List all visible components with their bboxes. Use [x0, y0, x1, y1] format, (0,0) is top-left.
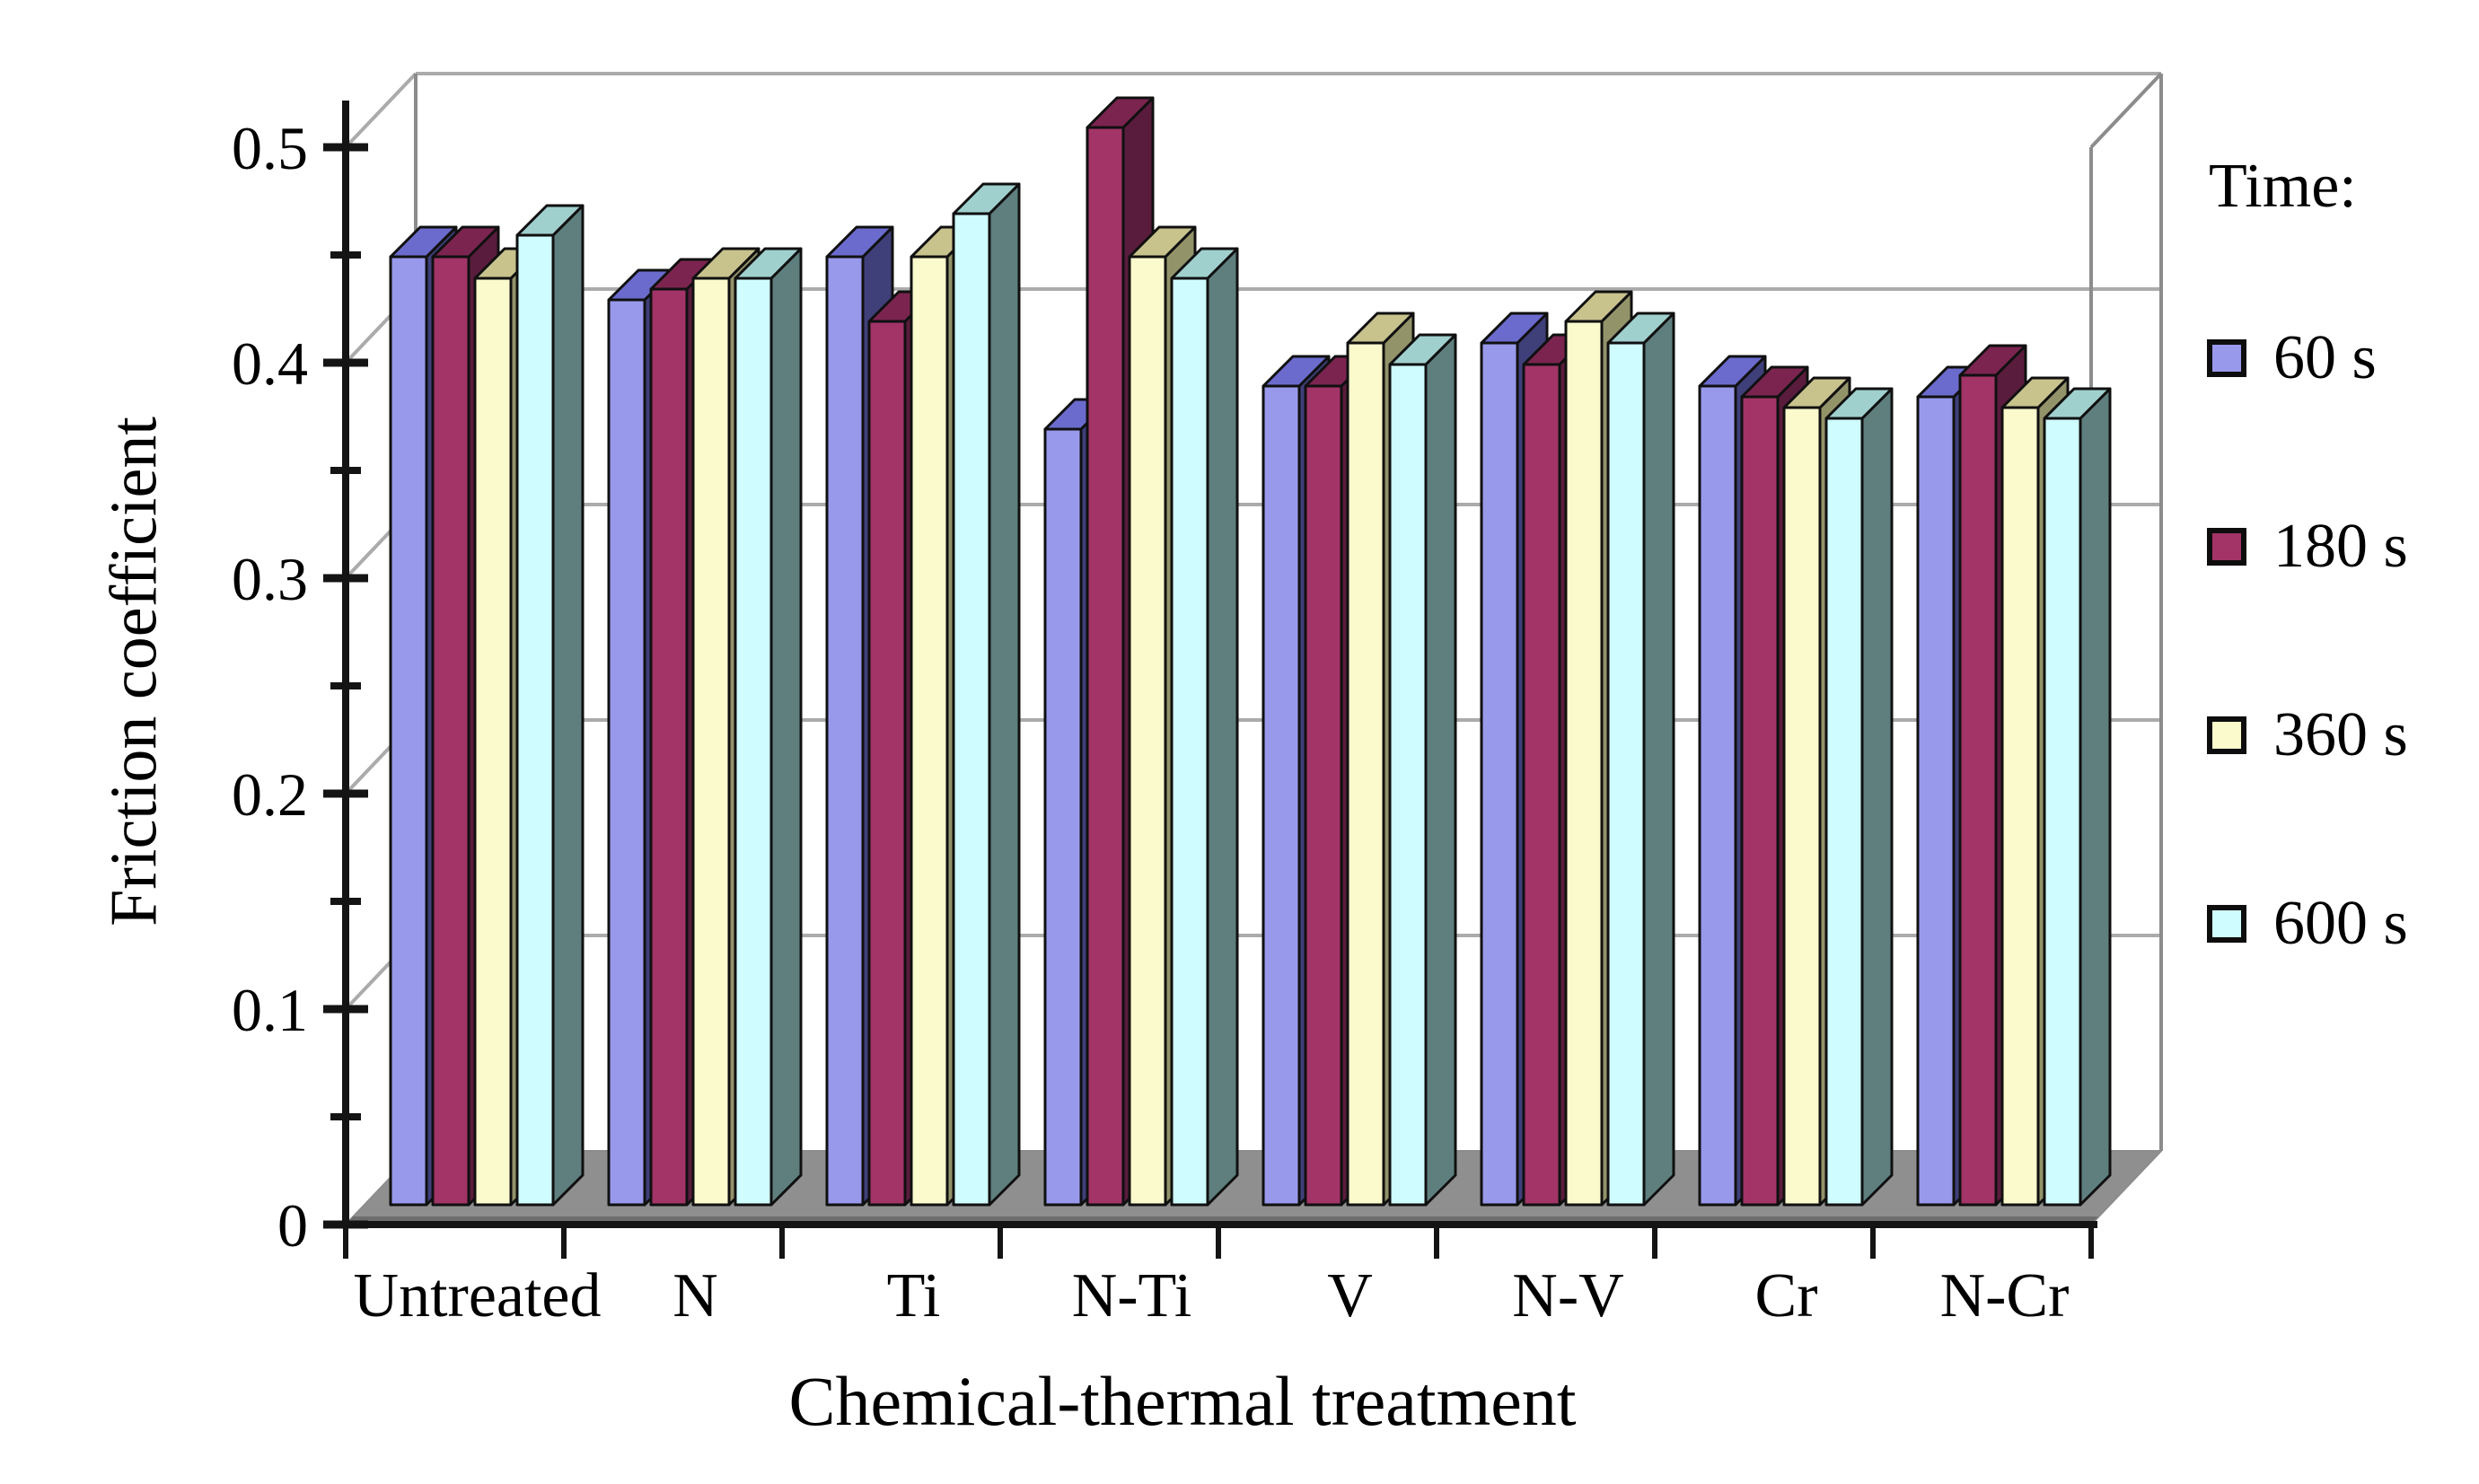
right-wall-top-edge: [2089, 72, 2163, 149]
bar-360s-N-Cr: [2000, 406, 2040, 1207]
bar-360s-N-V: [1564, 320, 1604, 1207]
legend-swatch-icon: [2207, 528, 2246, 566]
y-axis-title: Friction coefficient: [97, 417, 171, 926]
bar-60s-N-V: [1480, 341, 1519, 1207]
legend-item-label: 180 s: [2273, 512, 2408, 581]
legend-swatch-icon: [2207, 339, 2246, 377]
bar-side-600s-N-Cr: [2079, 387, 2112, 1207]
x-axis-category-label: N-Cr: [1940, 1261, 2070, 1330]
legend-item: 180 s: [2207, 506, 2408, 587]
bar-60s-N-Cr: [1916, 395, 1956, 1207]
y-axis-tick-label: 0.4: [232, 329, 308, 398]
legend-swatch-icon: [2207, 905, 2246, 943]
bar-600s-Cr: [1824, 417, 1864, 1207]
bar-side-600s-N: [769, 247, 803, 1207]
bar-360s-Untreated: [473, 277, 513, 1207]
bar-600s-N-Ti: [1170, 277, 1209, 1207]
bar-side-600s-Untreated: [551, 204, 585, 1207]
bar-360s-N: [691, 277, 731, 1207]
legend-swatch-icon: [2207, 716, 2246, 754]
x-axis-category-label: N-V: [1512, 1261, 1623, 1330]
bar-600s-N-V: [1606, 341, 1646, 1207]
bar-60s-Ti: [825, 255, 865, 1207]
x-axis-category-label: V: [1327, 1261, 1373, 1330]
x-axis-category-label: Cr: [1755, 1261, 1818, 1330]
bar-side-600s-N-Ti: [1206, 247, 1239, 1207]
x-axis-category-label: Ti: [887, 1261, 941, 1330]
x-axis-category-label: Untreated: [354, 1261, 602, 1330]
bar-60s-V: [1261, 384, 1301, 1207]
bar-60s-Untreated: [389, 255, 428, 1207]
bar-600s-N-Cr: [2043, 417, 2082, 1207]
legend-item: 600 s: [2207, 883, 2408, 964]
y-axis-tick-label: 0.5: [232, 114, 308, 182]
y-axis-tick-label: 0.1: [232, 976, 308, 1044]
legend-title: Time:: [2209, 152, 2357, 221]
bar-180s-V: [1304, 384, 1343, 1207]
legend-item: 360 s: [2207, 695, 2408, 776]
bar-600s-Ti: [952, 212, 991, 1207]
bar-360s-N-Ti: [1128, 255, 1167, 1207]
x-axis-title: Chemical-thermal treatment: [788, 1362, 1577, 1440]
bar-180s-Ti: [867, 320, 907, 1207]
bar-180s-N-Ti: [1086, 126, 1125, 1207]
bar-360s-V: [1346, 341, 1385, 1207]
x-axis-category-label: N: [672, 1261, 718, 1330]
bar-360s-Ti: [910, 255, 949, 1207]
legend-item-label: 60 s: [2273, 323, 2377, 392]
y-axis-tick-label: 0.2: [232, 760, 308, 829]
legend-item: 60 s: [2207, 318, 2377, 399]
bar-60s-N: [607, 298, 646, 1207]
legend-item-label: 360 s: [2273, 700, 2408, 769]
x-axis-category-label: N-Ti: [1072, 1261, 1192, 1330]
bar-180s-Cr: [1740, 395, 1780, 1207]
bar-side-600s-N-V: [1642, 312, 1675, 1207]
bar-600s-Untreated: [515, 233, 555, 1207]
left-wall-gridline: [344, 72, 418, 149]
bar-side-600s-V: [1424, 333, 1457, 1207]
y-axis-tick-label: 0.3: [232, 545, 308, 613]
legend: Time: 60 s 180 s 360 s 600 s: [2198, 0, 2476, 1484]
bar-60s-N-Ti: [1043, 427, 1083, 1207]
bar-180s-Untreated: [431, 255, 470, 1207]
bar-180s-N-V: [1522, 363, 1561, 1207]
bar-60s-Cr: [1698, 384, 1737, 1207]
legend-item-label: 600 s: [2273, 889, 2408, 958]
bar-180s-N: [649, 287, 689, 1207]
y-axis-tick-label: 0: [277, 1191, 308, 1260]
bar-180s-N-Cr: [1958, 373, 1998, 1207]
bar-side-600s-Cr: [1860, 387, 1894, 1207]
bar-360s-Cr: [1782, 406, 1822, 1207]
bar-600s-V: [1388, 363, 1428, 1207]
bar-600s-N: [734, 277, 773, 1207]
bar-side-600s-Ti: [988, 182, 1021, 1207]
